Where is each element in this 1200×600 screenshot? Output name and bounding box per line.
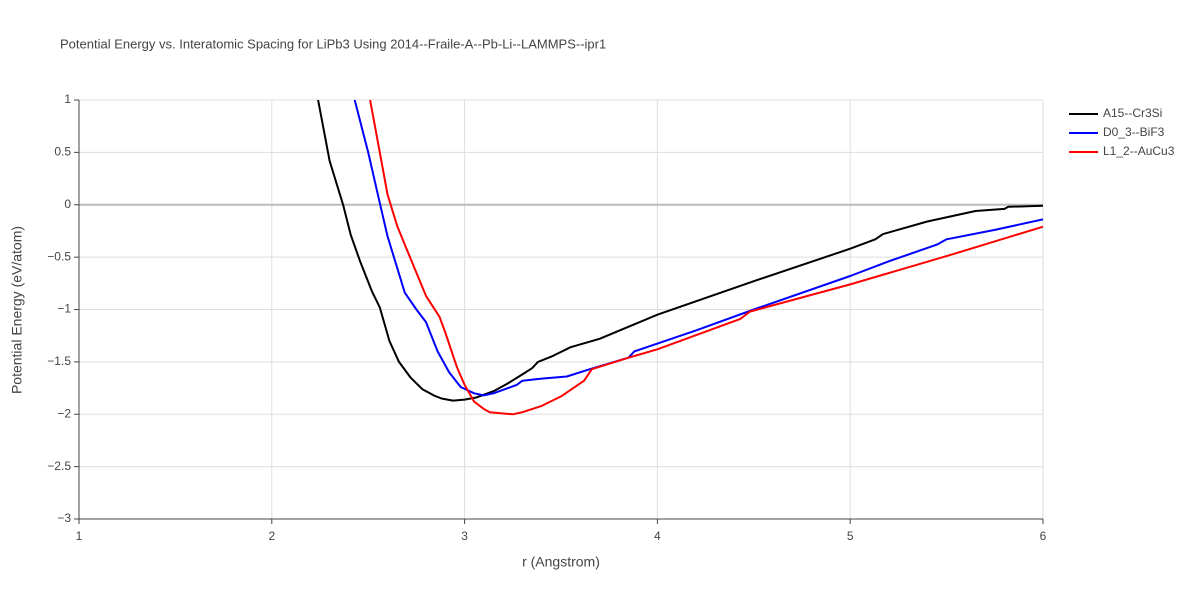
x-tick-label: 6 (1040, 529, 1047, 543)
y-tick-label: 0.5 (54, 145, 71, 159)
y-tick-label: 1 (64, 92, 71, 106)
legend-label: L1_2--AuCu3 (1103, 144, 1175, 158)
y-tick-label: −2.5 (47, 459, 71, 473)
y-axis-title: Potential Energy (eV/atom) (9, 226, 25, 394)
y-tick-label: 0 (64, 197, 71, 211)
x-tick-label: 5 (847, 529, 854, 543)
x-tick-label: 3 (461, 529, 468, 543)
series-line (353, 100, 1043, 397)
legend-label: A15--Cr3Si (1103, 106, 1162, 120)
x-axis-title: r (Angstrom) (522, 554, 600, 570)
y-tick-label: −2 (57, 406, 71, 420)
series-line (317, 100, 1043, 402)
y-tick-label: −0.5 (47, 249, 71, 263)
x-tick-label: 4 (654, 529, 661, 543)
plot-area (317, 100, 1043, 416)
chart-title: Potential Energy vs. Interatomic Spacing… (60, 36, 606, 51)
x-tick-label: 1 (76, 529, 83, 543)
legend-label: D0_3--BiF3 (1103, 125, 1165, 139)
y-tick-label: −3 (57, 511, 71, 525)
y-tick-label: −1.5 (47, 354, 71, 368)
x-tick-label: 2 (268, 529, 275, 543)
series-line (369, 100, 1043, 416)
y-tick-label: −1 (57, 302, 71, 316)
